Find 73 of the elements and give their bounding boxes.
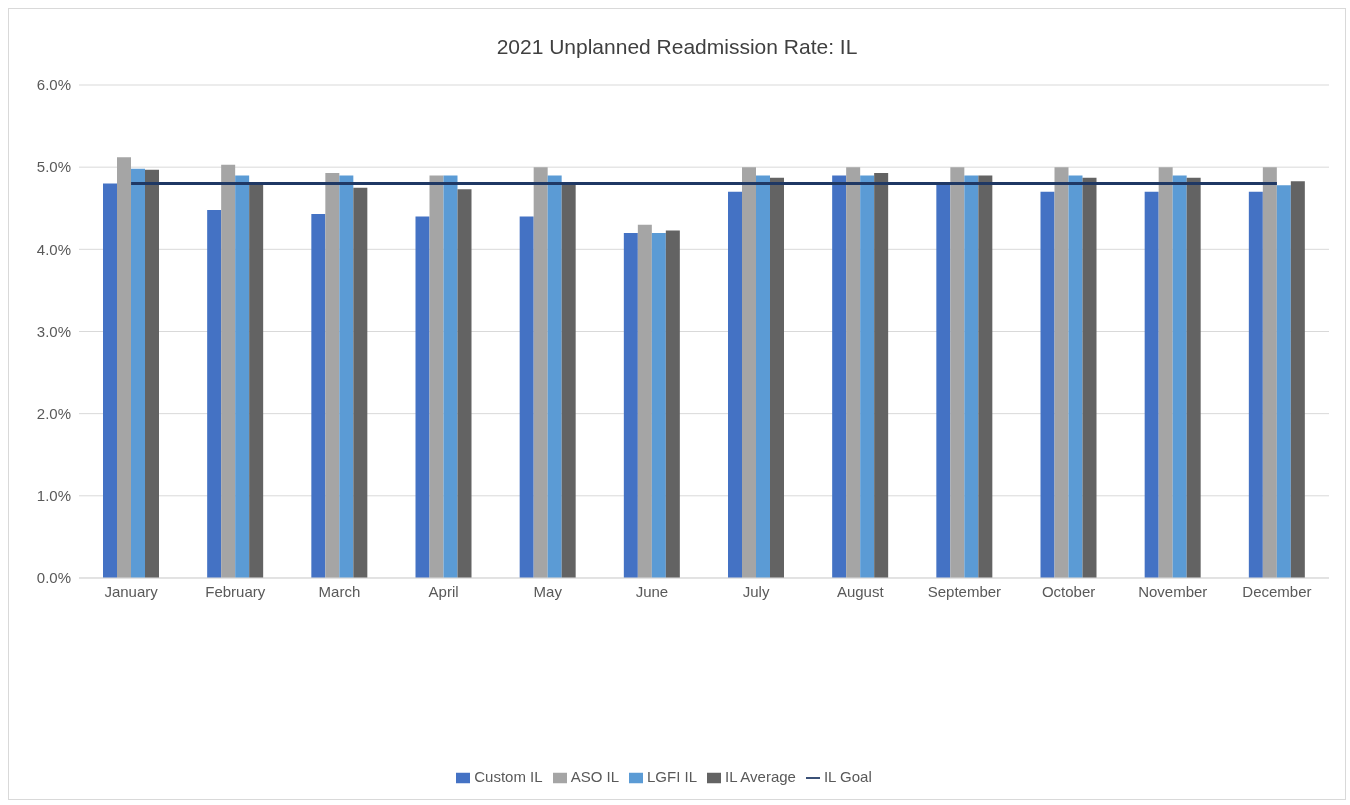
bar: [221, 164, 236, 578]
bar: [1082, 177, 1097, 578]
bar: [665, 230, 680, 578]
x-tick-label: October: [1041, 582, 1096, 600]
y-tick-label: 2.0%: [36, 404, 71, 422]
bar: [1144, 191, 1159, 578]
bar: [623, 232, 638, 578]
bar: [637, 224, 652, 578]
x-tick-label: December: [1242, 582, 1312, 600]
bar: [1276, 185, 1291, 578]
x-tick-label: June: [635, 582, 669, 600]
bar: [145, 169, 159, 578]
x-tick-label: May: [533, 582, 563, 600]
legend-label: IL Average: [725, 767, 796, 785]
bar: [457, 189, 472, 578]
bar: [846, 167, 861, 578]
bar: [874, 172, 889, 578]
bar: [651, 232, 666, 578]
bar: [728, 191, 742, 578]
bar: [561, 183, 576, 578]
bar: [756, 175, 770, 578]
legend-label: Custom IL: [474, 767, 543, 785]
x-tick-label: November: [1138, 582, 1208, 600]
bar: [533, 167, 548, 578]
y-tick-label: 0.0%: [36, 569, 71, 587]
chart-title: 2021 Unplanned Readmission Rate: IL: [495, 34, 859, 60]
bar: [770, 177, 784, 578]
bar: [235, 175, 250, 578]
x-tick-label: September: [927, 582, 1002, 600]
bar: [1158, 167, 1173, 578]
x-tick-label: February: [205, 582, 266, 600]
bar: [207, 209, 222, 578]
bar: [1186, 177, 1201, 578]
bar: [519, 216, 534, 578]
bar: [936, 183, 951, 578]
x-tick-label: April: [428, 582, 459, 600]
y-tick-label: 6.0%: [36, 76, 71, 94]
bar: [1040, 191, 1055, 578]
bar: [353, 187, 368, 578]
bar: [950, 167, 965, 578]
legend-label: IL Goal: [823, 767, 872, 785]
bar: [443, 175, 458, 578]
bar: [742, 167, 756, 578]
bar: [325, 172, 340, 578]
bar: [249, 183, 264, 578]
bar: [117, 157, 131, 578]
x-tick-label: July: [742, 582, 770, 600]
y-tick-label: 3.0%: [36, 322, 71, 340]
bar: [1172, 175, 1187, 578]
bar: [964, 175, 979, 578]
bar: [1290, 181, 1305, 578]
y-tick-label: 1.0%: [36, 487, 71, 505]
bar: [978, 175, 993, 578]
bar: [547, 175, 562, 578]
bar: [1248, 191, 1263, 578]
x-tick-label: August: [836, 582, 885, 600]
bar: [131, 168, 145, 578]
bar: [415, 216, 430, 578]
bar: [1068, 175, 1083, 578]
x-tick-label: January: [104, 582, 159, 600]
legend-label: ASO IL: [570, 767, 619, 785]
bar: [339, 175, 354, 578]
x-tick-label: March: [318, 582, 361, 600]
bar: [860, 175, 875, 578]
bar: [832, 175, 847, 578]
bar: [103, 183, 117, 578]
y-tick-label: 4.0%: [36, 240, 71, 258]
bar: [1262, 167, 1277, 578]
y-tick-label: 5.0%: [36, 158, 71, 176]
bar: [429, 175, 444, 578]
bar: [1054, 167, 1069, 578]
legend-label: LGFI IL: [646, 767, 698, 785]
bar: [311, 213, 326, 578]
